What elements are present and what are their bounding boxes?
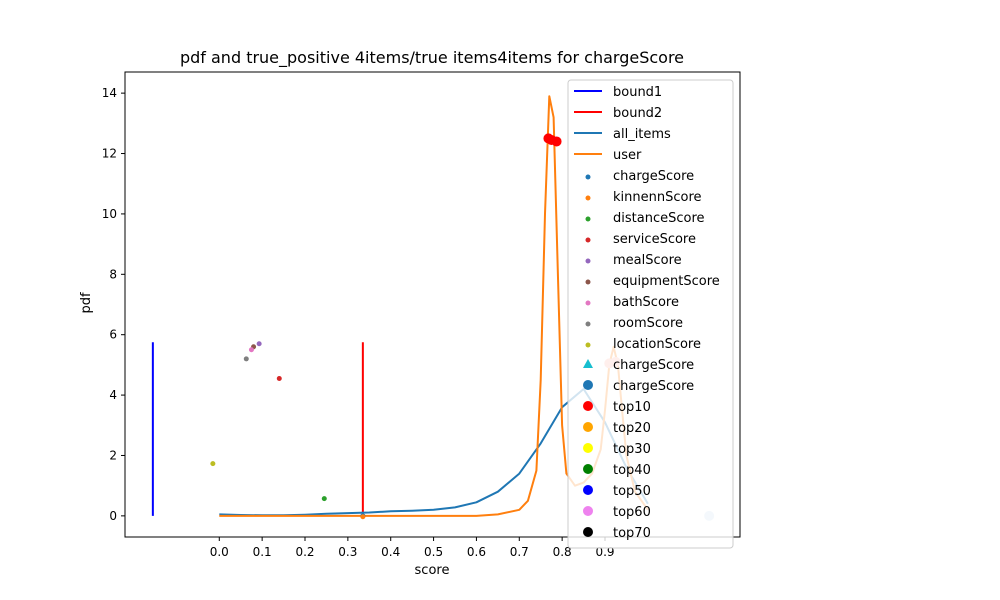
legend-entry: chargeScore <box>583 379 694 394</box>
y-tick-label: 0 <box>109 509 117 523</box>
legend-entry: top10 <box>583 400 651 415</box>
legend-label: top40 <box>613 463 651 478</box>
y-tick-label: 10 <box>102 207 117 221</box>
legend-entry: top60 <box>583 505 651 520</box>
y-tick-label: 8 <box>109 267 117 281</box>
legend-label: bound2 <box>613 106 662 121</box>
legend-circle-swatch <box>583 401 593 411</box>
legend-label: top10 <box>613 400 651 415</box>
legend-label: user <box>613 148 642 163</box>
x-tick-label: 0.5 <box>424 545 443 559</box>
legend-label: kinnennScore <box>613 190 702 205</box>
legend-entry: top70 <box>583 526 651 541</box>
legend-triangle-swatch <box>583 359 593 368</box>
legend-entry: roomScore <box>585 316 683 331</box>
legend-dot-swatch <box>585 300 591 306</box>
legend-entry: user <box>574 148 642 163</box>
legend-circle-swatch <box>583 464 593 474</box>
y-tick-label: 12 <box>102 147 117 161</box>
legend-entry: all_items <box>574 127 671 142</box>
axes-frame <box>124 71 741 538</box>
top10-point <box>551 136 562 147</box>
y-tick-label: 4 <box>109 388 117 402</box>
legend-entry: top20 <box>583 421 651 436</box>
chart-title: pdf and true_positive 4items/true items4… <box>180 48 684 68</box>
legend-circle-swatch <box>583 485 593 495</box>
roomScore-point <box>243 356 249 362</box>
legend-entry: kinnennScore <box>585 190 702 205</box>
locationScore-point <box>210 461 216 467</box>
legend-dot-swatch <box>585 216 591 222</box>
bathScore-point <box>248 347 254 353</box>
legend-label: roomScore <box>613 316 683 331</box>
legend-label: top50 <box>613 484 651 499</box>
legend-label: chargeScore <box>613 379 694 394</box>
distanceScore-point <box>321 496 327 502</box>
legend-entry: bound1 <box>574 85 662 100</box>
legend-dot-swatch <box>585 237 591 243</box>
kinnennScore-point <box>360 514 366 520</box>
legend-entry: distanceScore <box>585 211 705 226</box>
legend-entry: mealScore <box>585 253 682 268</box>
x-tick-label: 0.6 <box>467 545 486 559</box>
legend-entry: chargeScore <box>583 358 694 373</box>
x-tick-label: 0.4 <box>381 545 400 559</box>
legend-box <box>567 79 734 549</box>
legend-entry: top50 <box>583 484 651 499</box>
legend-dot-swatch <box>585 195 591 201</box>
legend-circle-swatch <box>583 506 593 516</box>
legend-circle-swatch <box>583 422 593 432</box>
legend-entry: top40 <box>583 463 651 478</box>
y-tick-label: 14 <box>102 86 117 100</box>
legend-label: serviceScore <box>613 232 696 247</box>
x-axis: 0.0 0.1 0.2 0.3 0.4 0.5 0.6 0.7 0.8 0.9 <box>210 537 615 559</box>
x-tick-label: 0.2 <box>295 545 314 559</box>
legend-label: bound1 <box>613 85 662 100</box>
x-axis-label: score <box>415 563 450 578</box>
serviceScore-point <box>276 375 282 381</box>
legend-circle-swatch <box>583 527 593 537</box>
y-tick-label: 6 <box>109 328 117 342</box>
legend-label: chargeScore <box>613 169 694 184</box>
legend-circle-swatch <box>583 380 593 390</box>
legend-entry: serviceScore <box>585 232 696 247</box>
legend-label: bathScore <box>613 295 679 310</box>
legend-label: top30 <box>613 442 651 457</box>
x-tick-label: 0.1 <box>253 545 272 559</box>
legend-label: distanceScore <box>613 211 705 226</box>
legend-dot-swatch <box>585 174 591 180</box>
x-tick-label: 0.0 <box>210 545 229 559</box>
y-tick-label: 2 <box>109 448 117 462</box>
legend-entry: bound2 <box>574 106 662 121</box>
y-axis-label: pdf <box>79 292 94 314</box>
legend-label: top60 <box>613 505 651 520</box>
legend-label: all_items <box>613 127 671 142</box>
legend-dot-swatch <box>585 279 591 285</box>
x-tick-label: 0.8 <box>553 545 572 559</box>
x-tick-label: 0.3 <box>338 545 357 559</box>
legend-label: mealScore <box>613 253 682 268</box>
legend-dot-swatch <box>585 321 591 327</box>
legend-label: top20 <box>613 421 651 436</box>
x-tick-label: 0.7 <box>510 545 529 559</box>
legend-entry: chargeScore <box>585 169 694 184</box>
mealScore-point <box>256 341 262 347</box>
y-axis: 0 2 4 6 8 10 12 14 <box>102 86 125 523</box>
legend-entry: equipmentScore <box>585 274 720 289</box>
legend-label: equipmentScore <box>613 274 720 289</box>
legend-dot-swatch <box>585 258 591 264</box>
legend-entry: top30 <box>583 442 651 457</box>
legend-label: chargeScore <box>613 358 694 373</box>
legend-label: locationScore <box>613 337 701 352</box>
legend-entry: locationScore <box>585 337 701 352</box>
legend-entry: bathScore <box>585 295 679 310</box>
legend-label: top70 <box>613 526 651 541</box>
legend-circle-swatch <box>583 443 593 453</box>
legend-dot-swatch <box>585 342 591 348</box>
